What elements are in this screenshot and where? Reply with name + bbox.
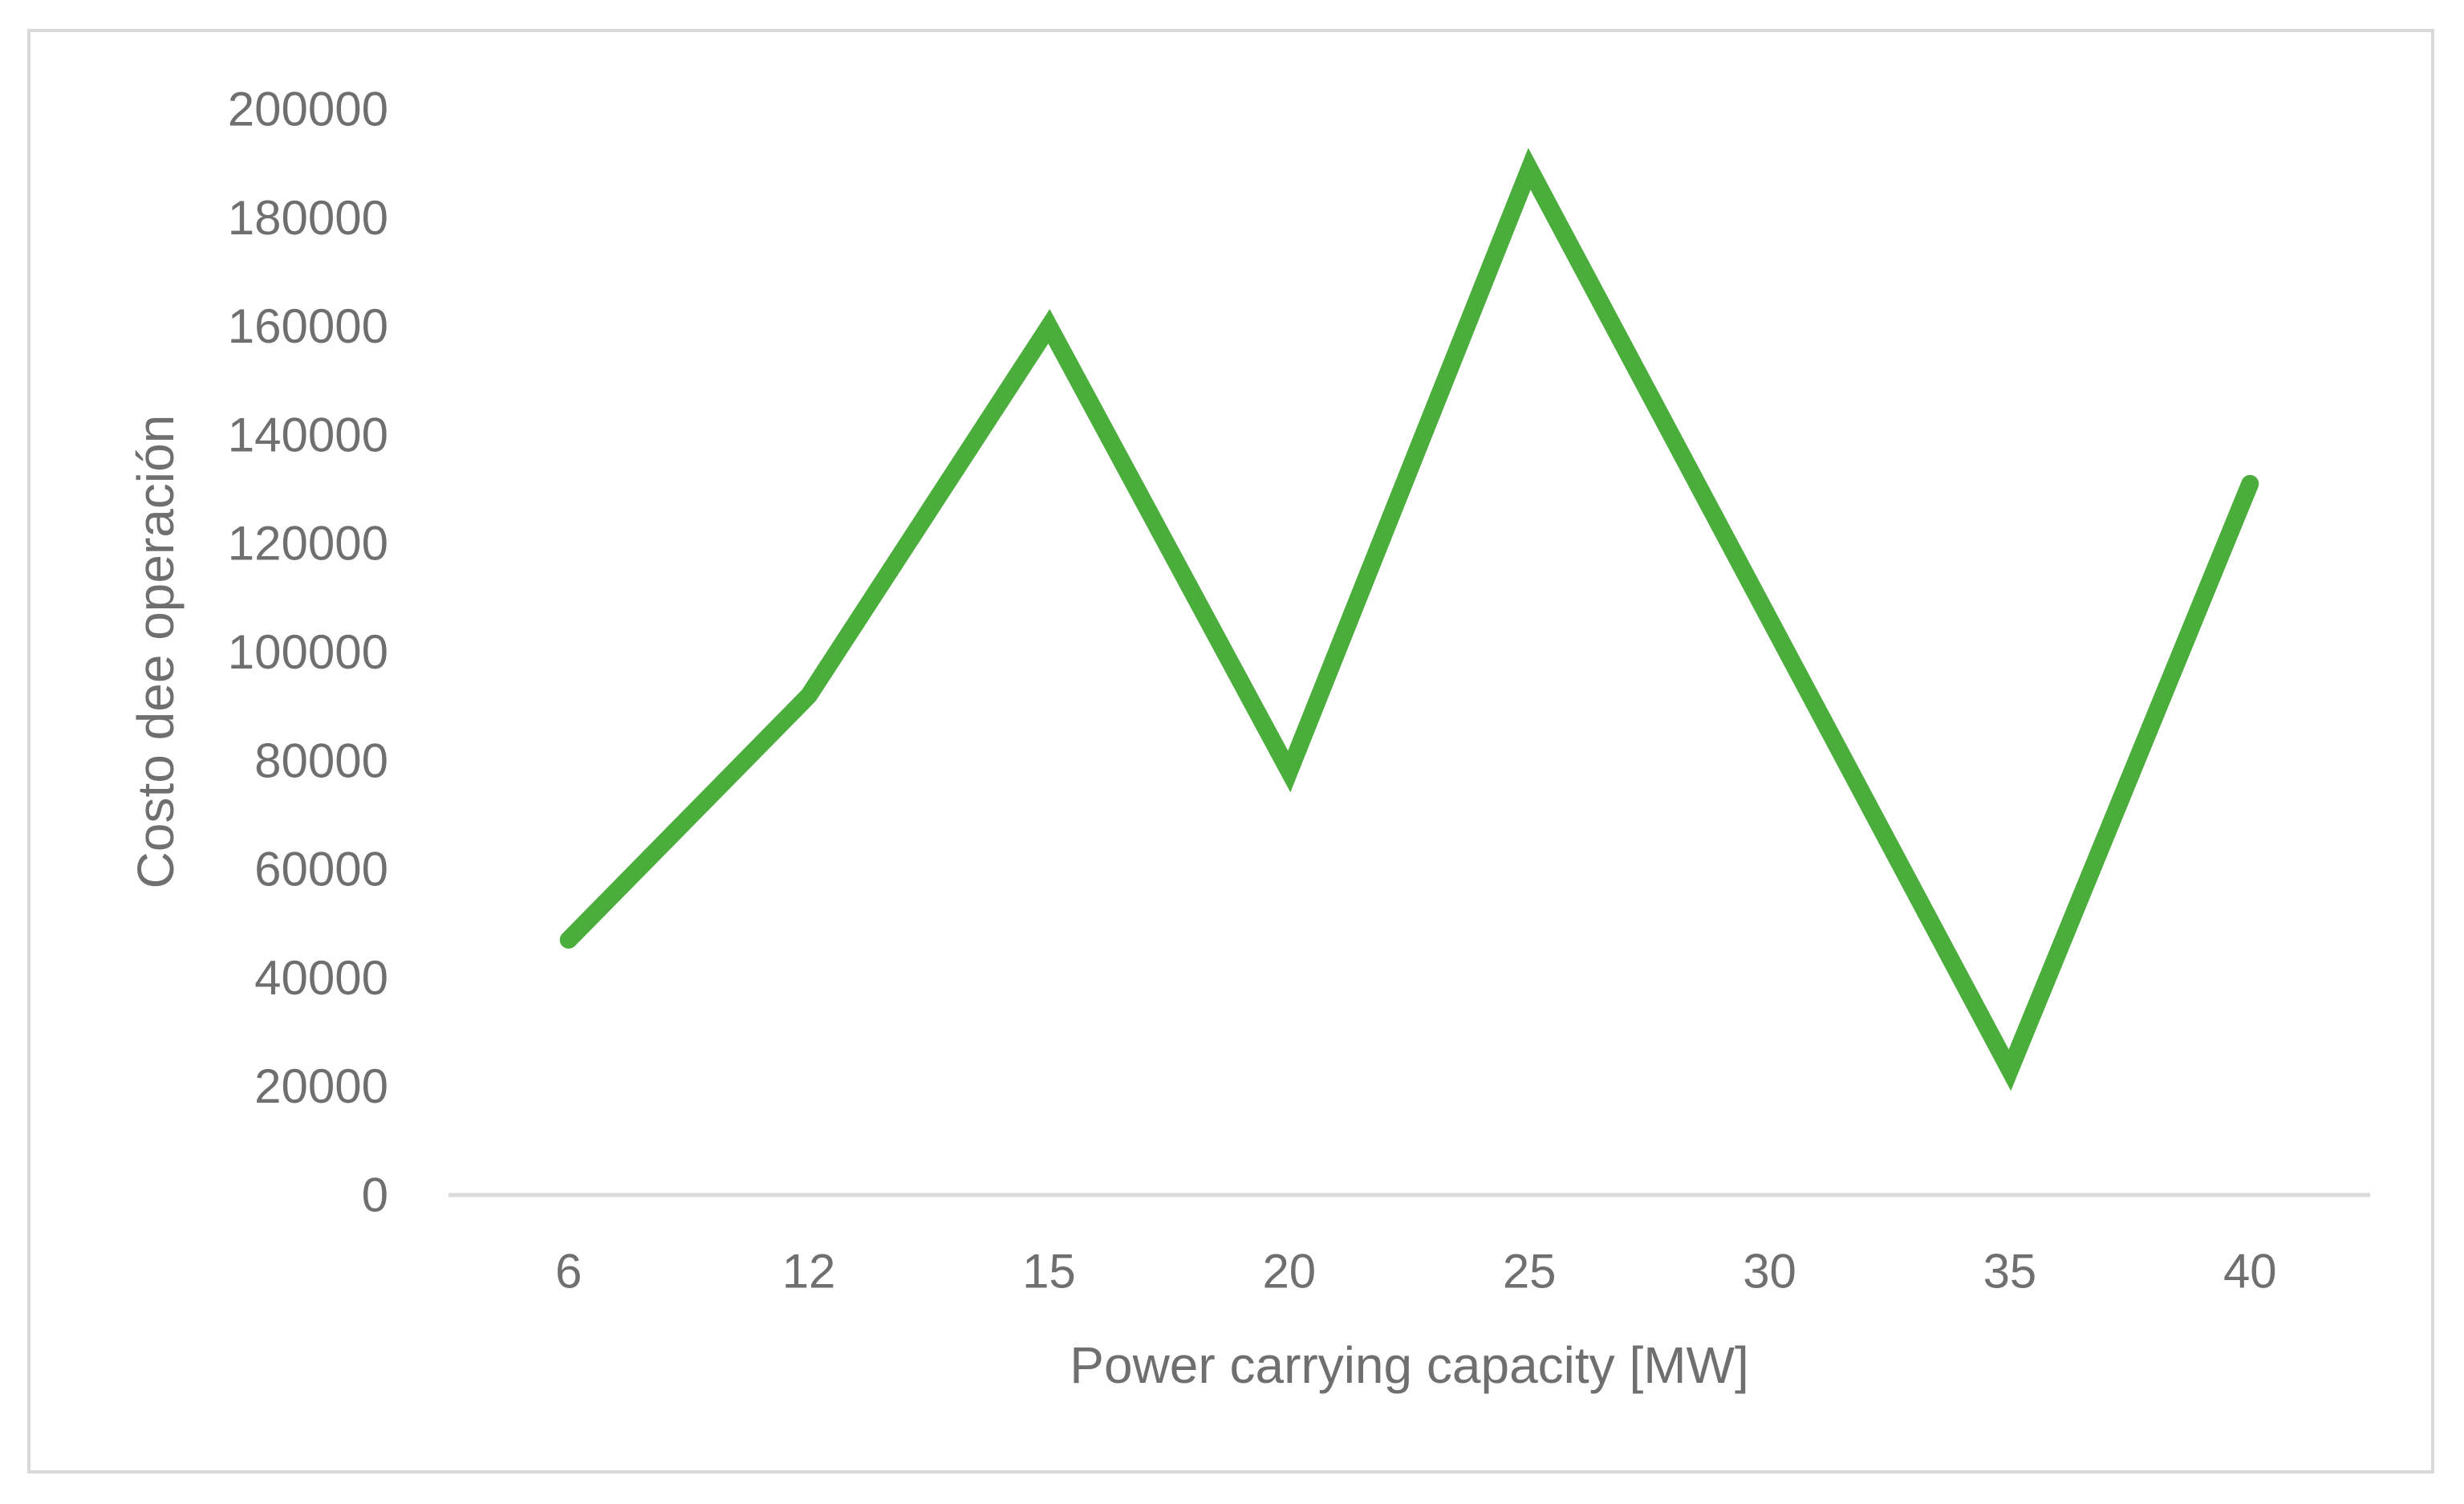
- y-tick-label: 0: [362, 1169, 388, 1222]
- series-group: [559, 148, 2259, 1091]
- x-tick-label: 20: [1262, 1245, 1316, 1299]
- y-axis-title: Costo dee operación: [127, 415, 185, 889]
- y-tick-label: 140000: [228, 408, 388, 461]
- x-tick-label: 25: [1503, 1245, 1557, 1299]
- x-tick-label: 12: [782, 1245, 836, 1299]
- y-tick-label: 200000: [228, 83, 388, 136]
- y-tick-label: 180000: [228, 191, 388, 245]
- y-tick-label: 80000: [254, 734, 388, 787]
- x-tick-label: 35: [1983, 1245, 2037, 1299]
- line-chart: 0 20000 40000 60000 80000 100000 120000 140000 1…: [127, 83, 2370, 1394]
- chart-frame: 0 20000 40000 60000 80000 100000 120000 140000 1…: [27, 29, 2434, 1474]
- y-tick-label: 160000: [228, 299, 388, 353]
- y-tick-label: 120000: [228, 517, 388, 571]
- x-axis-ticks: 6 12 15 20 25 30 35 40: [555, 1245, 2277, 1299]
- y-axis-ticks: 0 20000 40000 60000 80000 100000 120000 140000 1…: [228, 83, 388, 1222]
- y-tick-label: 60000: [254, 843, 388, 896]
- y-tick-label: 40000: [254, 951, 388, 1005]
- y-tick-label: 20000: [254, 1059, 388, 1113]
- x-tick-label: 15: [1022, 1245, 1076, 1299]
- x-tick-label: 30: [1743, 1245, 1796, 1299]
- x-tick-label: 6: [555, 1245, 582, 1299]
- x-axis-title: Power carrying capacity [MW]: [1070, 1336, 1748, 1394]
- x-tick-label: 40: [2223, 1245, 2277, 1299]
- y-tick-label: 100000: [228, 625, 388, 679]
- series-line: [559, 148, 2259, 1091]
